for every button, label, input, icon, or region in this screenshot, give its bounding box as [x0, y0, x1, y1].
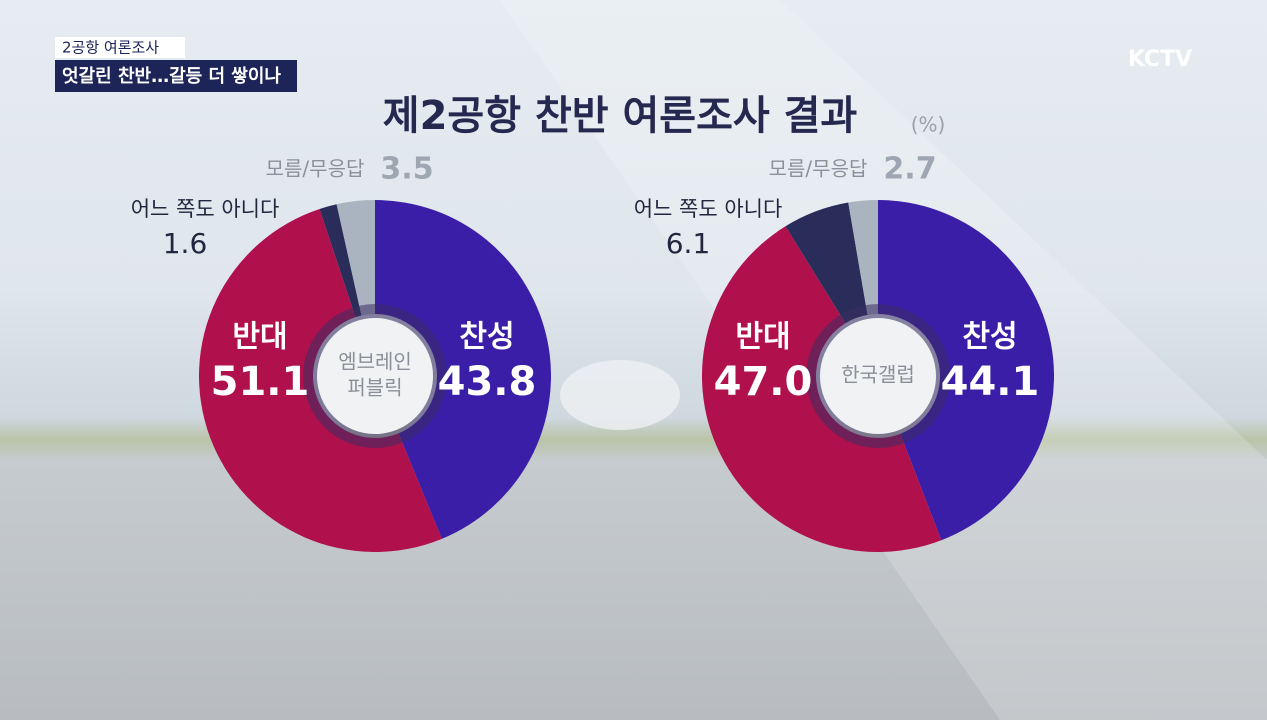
- value-label: 44.1: [941, 359, 1040, 405]
- unit: (%): [911, 113, 946, 137]
- segment-label: 반대: [735, 320, 790, 355]
- center-label: 한국갤럽: [841, 363, 915, 387]
- segment-label: 반대: [232, 320, 287, 355]
- donut-segment: [199, 208, 442, 552]
- donut-segment: [701, 226, 942, 553]
- donut-segment: [375, 200, 552, 539]
- segment-label: 어느 쪽도 아니다: [634, 197, 783, 221]
- logo: KCTV: [1128, 47, 1192, 72]
- value-label: 43.8: [438, 359, 537, 405]
- value-label: 3.5: [380, 152, 433, 187]
- donut-segment: [319, 204, 362, 318]
- value-label: 1.6: [163, 227, 208, 260]
- caption-box: [55, 37, 185, 58]
- value-label: 2.7: [883, 152, 936, 187]
- segment-label: 모름/무응답: [266, 157, 365, 181]
- caption: 2공항 여론조사: [62, 39, 159, 57]
- segment-label: 어느 쪽도 아니다: [131, 197, 280, 221]
- donut-segment: [336, 200, 375, 316]
- donut-segment: [848, 200, 878, 315]
- donut-segment: [785, 202, 868, 324]
- headline-box: [55, 60, 297, 92]
- donut-segment: [878, 200, 1055, 541]
- value-label: 51.1: [211, 359, 310, 405]
- title: 제2공항 찬반 여론조사 결과: [383, 93, 858, 139]
- segment-label: 모름/무응답: [769, 157, 868, 181]
- center-label: 퍼블릭: [347, 376, 402, 400]
- value-label: 47.0: [714, 359, 813, 405]
- center-label: 엠브레인: [338, 350, 412, 374]
- plane: [560, 360, 680, 430]
- inner-hole: [317, 318, 433, 434]
- headline: 엇갈린 찬반…갈등 더 쌓이나: [62, 65, 281, 87]
- inner-hole: [820, 318, 936, 434]
- value-label: 6.1: [666, 227, 711, 260]
- segment-label: 찬성: [962, 320, 1017, 355]
- segment-label: 찬성: [459, 320, 514, 355]
